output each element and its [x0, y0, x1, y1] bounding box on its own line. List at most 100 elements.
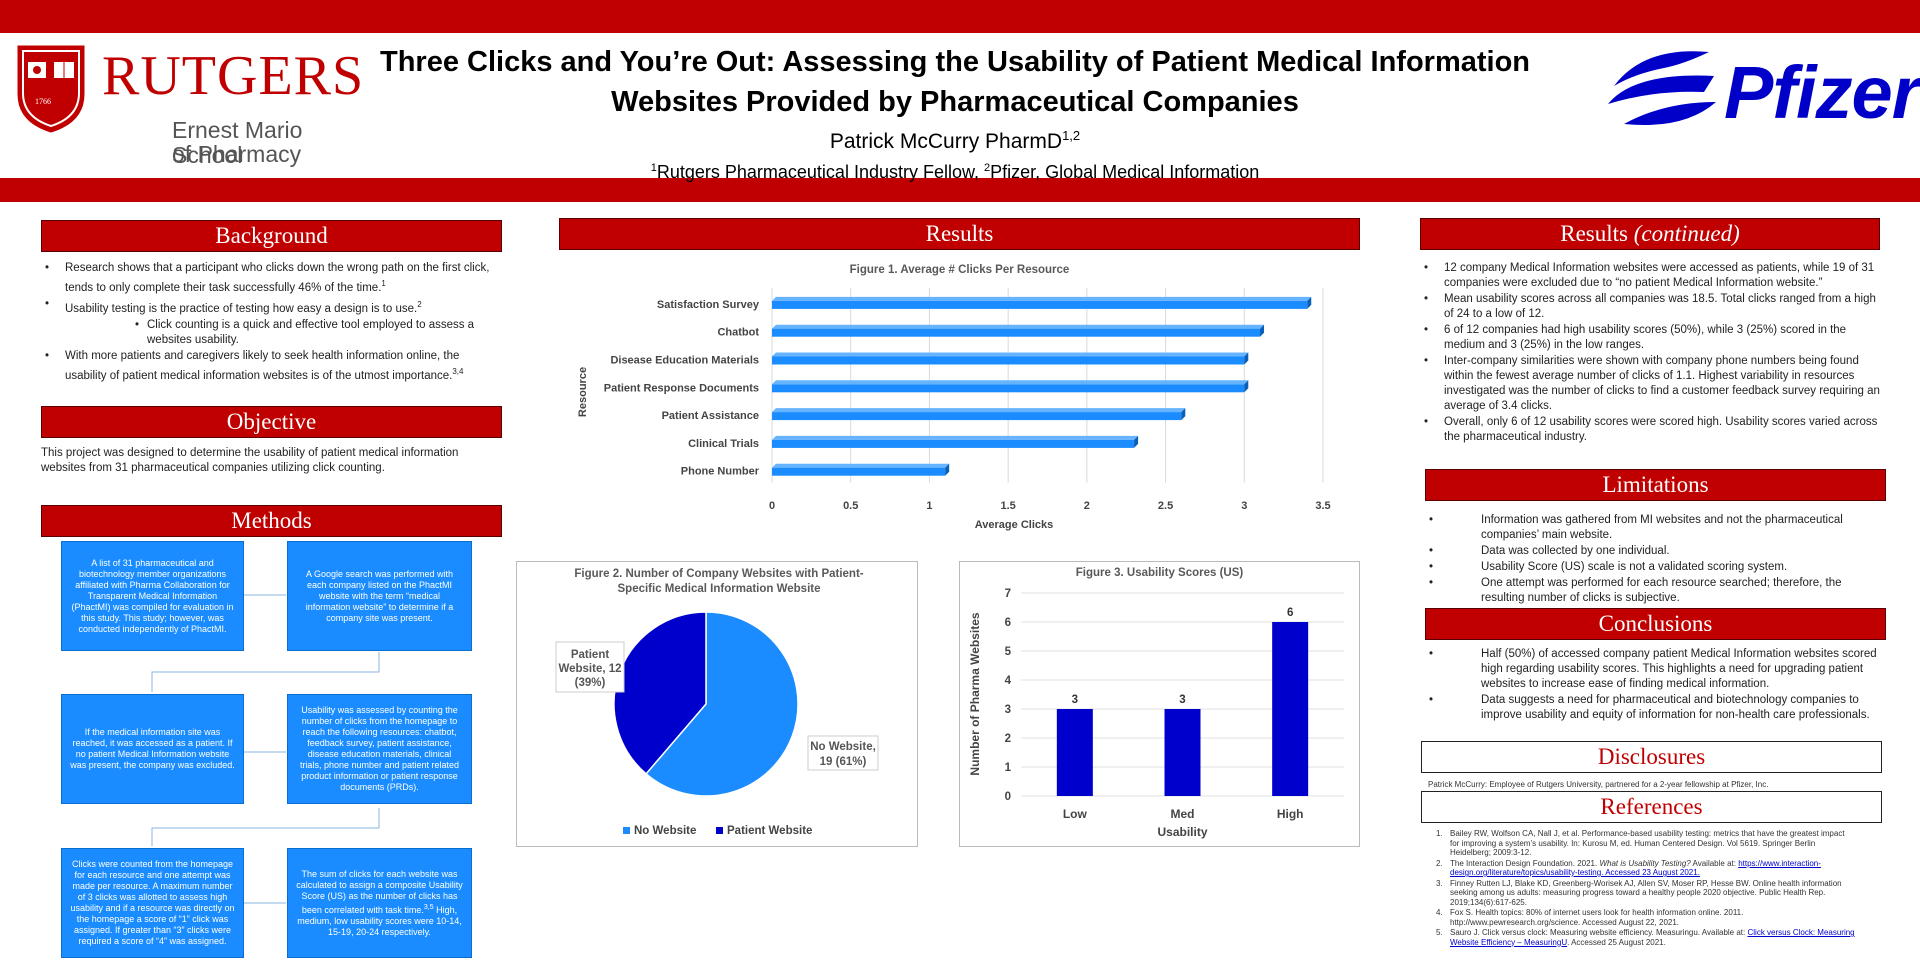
reference-2-italic: What is Usability Testing? — [1599, 858, 1691, 868]
author-name: Patrick McCurry PharmD — [829, 130, 1063, 153]
background-sub-bullet: Click counting is a quick and effective … — [41, 318, 501, 348]
limitations-list: Information was gathered from MI website… — [1425, 513, 1887, 607]
affiliation-line: 1Rutgers Pharmaceutical Industry Fellow,… — [370, 156, 1540, 184]
fig3-bar — [1164, 709, 1201, 796]
figure-2-title: Figure 2. Number of Company Websites wit… — [574, 568, 864, 595]
figure-3-title: Figure 3. Usability Scores (US) — [1075, 567, 1244, 579]
background-b4-sup: 3,4 — [452, 366, 464, 376]
background-bullet: Research shows that a participant who cl… — [41, 261, 501, 296]
reference-num: 1. — [1436, 829, 1443, 838]
fig3-y-tick-label: 1 — [1005, 762, 1012, 774]
fig2-data-label: (39%) — [575, 677, 606, 689]
fig3-data-label: 6 — [1287, 607, 1293, 619]
fig1-bar-side — [1134, 435, 1139, 448]
disclosures-text: Patrick McCurry: Employee of Rutgers Uni… — [1428, 780, 1769, 789]
fig3-x-tick-label: Low — [1063, 807, 1088, 821]
fig1-x-tick-label: 3 — [1241, 500, 1247, 512]
objective-heading: Objective — [41, 406, 502, 438]
fig1-bar — [772, 384, 1245, 393]
fig3-y-tick-label: 4 — [1005, 675, 1012, 687]
fig1-bar-side — [945, 463, 950, 476]
fig2-legend-swatch — [716, 827, 723, 834]
aff-sup-1: 1 — [650, 162, 657, 174]
references-heading: References — [1421, 791, 1882, 823]
methods-step-6-scores: High, medium, low usability scores were … — [297, 904, 462, 937]
aff-part-1: Rutgers Pharmaceutical Industry Fellow, — [656, 162, 984, 182]
fig1-x-tick-label: 3.5 — [1315, 500, 1330, 512]
author-sup: 1,2 — [1062, 128, 1081, 143]
fig1-x-tick-label: 1 — [926, 500, 932, 512]
fig1-category-label: Chatbot — [717, 327, 759, 339]
reference-text: Fox S. Health topics: 80% of internet us… — [1450, 908, 1744, 927]
background-bullet: With more patients and caregivers likely… — [41, 349, 501, 384]
aff-sup-2: 2 — [984, 162, 991, 174]
fig3-y-tick-label: 7 — [1005, 588, 1011, 600]
reference-5-link[interactable]: Click versus Clock: Measuring Website Ef… — [1450, 928, 1855, 947]
reference-text: Sauro J. Click versus clock: Measuring w… — [1450, 928, 1856, 947]
limitations-bullet: Usability Score (US) scale is not a vali… — [1425, 560, 1887, 575]
svg-text:1766: 1766 — [35, 97, 51, 106]
fig1-x-tick-label: 2.5 — [1158, 500, 1173, 512]
fig3-y-tick-label: 2 — [1005, 733, 1011, 745]
fig1-category-label: Patient Response Documents — [604, 382, 759, 394]
fig2-legend-swatch — [623, 827, 630, 834]
fig3-data-label: 3 — [1179, 694, 1185, 706]
fig3-y-tick-label: 5 — [1005, 646, 1012, 658]
fig1-bar-side — [1244, 380, 1249, 393]
reference-text: Bailey RW, Wolfson CA, Nall J, et al. Pe… — [1450, 829, 1845, 857]
methods-step-6: The sum of clicks for each website was c… — [287, 848, 472, 958]
reference-2-part: The Interaction Design Foundation. 2021. — [1450, 858, 1598, 868]
fig1-x-axis-title: Average Clicks — [975, 519, 1053, 531]
results-bullet: Overall, only 6 of 12 usability scores w… — [1420, 415, 1882, 445]
reference-item: 4. Fox S. Health topics: 80% of internet … — [1436, 908, 1856, 927]
methods-step-1: A list of 31 pharmaceutical and biotechn… — [61, 541, 244, 651]
methods-step-4: Usability was assessed by counting the n… — [287, 694, 472, 804]
methods-step-6-sup: 3,5 — [423, 903, 434, 911]
results-bullet: Mean usability scores across all compani… — [1420, 292, 1882, 322]
fig1-bar-top — [772, 463, 950, 468]
background-heading: Background — [41, 220, 502, 252]
fig3-y-tick-label: 3 — [1005, 704, 1011, 716]
reference-item: 2. The Interaction Design Foundation. 202… — [1436, 859, 1856, 878]
fig3-y-tick-label: 6 — [1005, 617, 1011, 629]
fig1-bar-side — [1260, 324, 1265, 337]
fig3-data-label: 3 — [1072, 694, 1078, 706]
references-list: 1. Bailey RW, Wolfson CA, Nall J, et al. … — [1436, 829, 1856, 948]
background-b2-text: Usability testing is the practice of tes… — [65, 302, 418, 315]
fig1-category-label: Phone Number — [681, 466, 760, 478]
fig2-label-box — [555, 641, 625, 693]
reference-num: 3. — [1436, 878, 1443, 888]
fig1-category-label: Clinical Trials — [688, 438, 759, 450]
background-b3-text: Click counting is a quick and effective … — [147, 318, 475, 346]
bottom-red-band — [0, 178, 1920, 202]
poster-title-line-1: Three Clicks and You’re Out: Assessing t… — [379, 46, 1531, 78]
fig2-pie-slice — [645, 611, 799, 797]
fig1-bar-top — [772, 435, 1139, 440]
disclosures-heading: Disclosures — [1421, 741, 1882, 773]
conclusions-list: Half (50%) of accessed company patient M… — [1425, 647, 1887, 724]
pfizer-swirl-icon — [1608, 51, 1716, 126]
objective-text: This project was designed to determine t… — [41, 447, 459, 474]
aff-part-2: Pfizer, Global Medical Information — [990, 162, 1260, 182]
reference-2-link[interactable]: https://www.interaction-design.org/liter… — [1450, 858, 1821, 878]
methods-step-5: Clicks were counted from the homepage fo… — [61, 848, 244, 958]
conclusions-bullet: Half (50%) of accessed company patient M… — [1425, 647, 1887, 692]
fig1-category-label: Patient Assistance — [662, 410, 759, 422]
conclusions-bullet: Data suggests a need for pharmaceutical … — [1425, 693, 1887, 723]
figure-2-frame — [516, 561, 918, 847]
results-bullet: 6 of 12 companies had high usability sco… — [1420, 323, 1882, 353]
fig3-x-axis-title: Usability — [1157, 825, 1207, 839]
fig1-bar-top — [772, 352, 1249, 357]
school-line-1: Ernest Mario School — [172, 117, 303, 168]
results-heading: Results — [559, 218, 1360, 250]
school-line-2: of Pharmacy — [172, 141, 302, 167]
pfizer-name: Pfizer — [1724, 51, 1920, 134]
limitations-bullet: Information was gathered from MI website… — [1425, 513, 1887, 543]
fig1-bar-top — [772, 408, 1186, 413]
results-bullet: 12 company Medical Information websites … — [1420, 261, 1882, 291]
reference-5-accessed: . Accessed 25 August 2021. — [1567, 937, 1666, 947]
results-continued-italic: (continued) — [1633, 221, 1740, 246]
fig1-x-tick-label: 0.5 — [843, 500, 858, 512]
fig2-data-label: Patient — [571, 649, 610, 661]
fig1-category-label: Disease Education Materials — [610, 355, 759, 367]
